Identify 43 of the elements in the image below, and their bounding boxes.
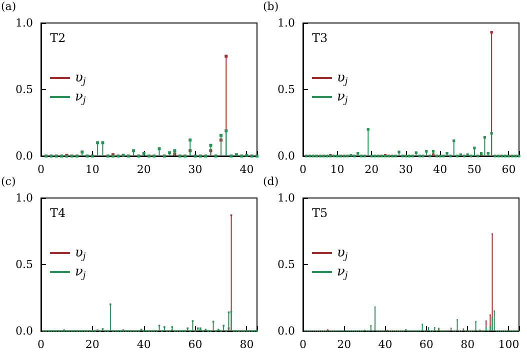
x-tick-label: 0 xyxy=(300,163,306,176)
x-tick-label: 40 xyxy=(433,163,448,176)
y-tick-label: 0.5 xyxy=(278,83,295,96)
x-tick-label: 0 xyxy=(38,338,44,351)
y-tick-label: 1.0 xyxy=(16,16,33,30)
text: (b) xyxy=(263,0,279,13)
x-tick-label: 10 xyxy=(85,163,100,176)
text: T2 xyxy=(50,31,66,45)
y-tick-label: 0.5 xyxy=(278,258,295,271)
text: T3 xyxy=(312,31,328,45)
x-tick-label: 50 xyxy=(467,163,482,176)
y-tick-label: 0.5 xyxy=(16,258,33,271)
x-tick-label: 30 xyxy=(188,163,202,176)
x-tick-label: 30 xyxy=(398,163,413,176)
y-tick-label: 1.0 xyxy=(16,192,33,204)
text: (a) xyxy=(1,0,16,13)
x-tick-label: 60 xyxy=(419,338,434,351)
y-tick-label: 0.0 xyxy=(16,150,33,162)
y-tick-label: 1.0 xyxy=(278,192,295,204)
x-tick-label: 0 xyxy=(300,338,306,351)
x-tick-label: 60 xyxy=(188,338,202,351)
y-tick-label: 0.0 xyxy=(278,150,295,162)
x-tick-label: 20 xyxy=(85,338,100,351)
x-tick-label: 80 xyxy=(460,338,475,351)
y-tick-label: 0.0 xyxy=(16,324,33,338)
x-tick-label: 20 xyxy=(337,338,352,351)
text: (d) xyxy=(263,175,279,188)
x-tick-label: 40 xyxy=(240,163,254,176)
y-tick-label: 0.5 xyxy=(16,83,33,96)
x-tick-label: 80 xyxy=(240,338,254,351)
x-tick-label: 20 xyxy=(364,163,379,176)
text: (c) xyxy=(1,175,16,188)
text: T5 xyxy=(312,206,328,220)
text: T4 xyxy=(50,206,66,220)
x-tick-label: 10 xyxy=(330,163,344,176)
y-tick-label: 0.0 xyxy=(278,324,295,338)
x-tick-label: 0 xyxy=(38,163,44,176)
x-tick-label: 60 xyxy=(502,163,516,176)
y-tick-label: 1.0 xyxy=(278,16,295,30)
x-tick-label: 40 xyxy=(378,338,392,351)
x-tick-label: 20 xyxy=(136,163,151,176)
x-tick-label: 100 xyxy=(498,338,520,351)
x-tick-label: 40 xyxy=(136,338,151,351)
